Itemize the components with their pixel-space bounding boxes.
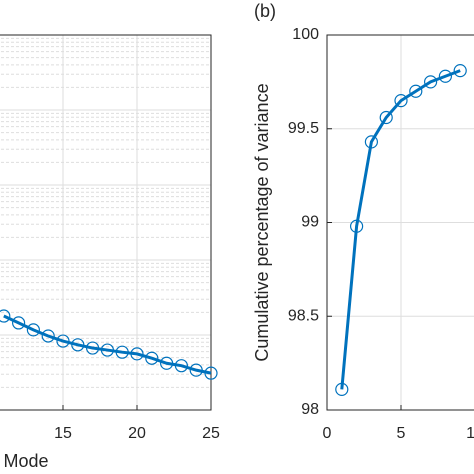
x-axis-label: Mode xyxy=(3,451,48,471)
data-point xyxy=(85,341,100,355)
data-point xyxy=(204,366,218,380)
x-tick-label: 25 xyxy=(202,425,220,442)
panel-label: (b) xyxy=(254,1,276,21)
y-tick-label: 100 xyxy=(292,26,319,43)
data-point xyxy=(41,329,55,343)
data-point xyxy=(364,135,378,149)
y-tick-label: 99 xyxy=(301,214,319,231)
data-point xyxy=(0,309,11,323)
plot: 0.00010.0010.010.1110152025Mode xyxy=(0,34,220,471)
data-point xyxy=(160,356,174,370)
data-point xyxy=(350,219,364,233)
data-point xyxy=(335,382,349,396)
data-point xyxy=(394,94,408,108)
data-line xyxy=(3,314,212,375)
data-point xyxy=(424,75,438,89)
data-point xyxy=(100,343,115,357)
data-point xyxy=(12,316,26,330)
data-point xyxy=(189,363,203,377)
data-point xyxy=(453,64,467,78)
data-point xyxy=(174,359,188,373)
y-tick-label: 98 xyxy=(301,401,319,418)
x-tick-label: 0 xyxy=(323,425,332,442)
y-axis-label: Cumulative percentage of variance xyxy=(252,83,272,361)
y-tick-label: 99.5 xyxy=(288,120,319,137)
data-point xyxy=(26,323,41,337)
x-tick-label: 5 xyxy=(397,425,406,442)
x-tick-label: 15 xyxy=(54,425,72,442)
axes-box xyxy=(0,34,212,411)
data-point xyxy=(130,347,144,361)
plot: 98 98.5 99 99.5 100 0 5 10 Cumulative percentage… xyxy=(252,1,474,442)
data-point xyxy=(115,345,129,359)
data-point xyxy=(71,338,85,352)
data-point xyxy=(56,334,70,348)
x-tick-label: 10 xyxy=(466,425,474,442)
data-line xyxy=(340,69,461,390)
data-point xyxy=(409,84,423,98)
data-point xyxy=(438,69,452,83)
x-tick-label: 20 xyxy=(128,425,146,442)
y-tick-label: 98.5 xyxy=(288,307,319,324)
data-point xyxy=(379,110,393,125)
data-point xyxy=(145,351,159,365)
axes-box xyxy=(326,34,474,411)
